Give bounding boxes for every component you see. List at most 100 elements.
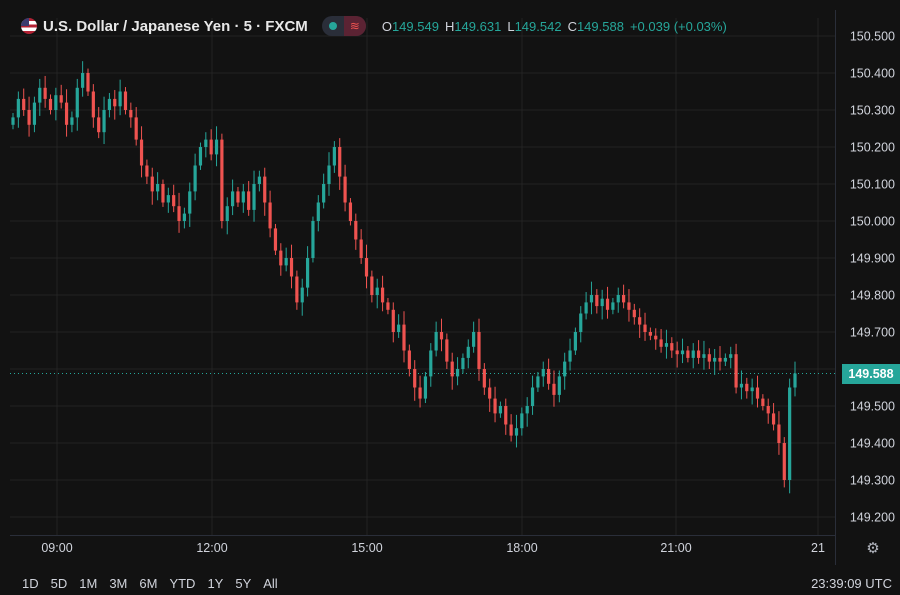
candle-body [27, 110, 31, 125]
us-flag-icon [21, 18, 37, 34]
candle-body [156, 184, 160, 192]
y-tick-label: 149.700 [850, 326, 895, 340]
indicator-toggle[interactable]: ≋ [321, 16, 366, 36]
chart-header: U.S. Dollar / Japanese Yen · 5 · FXCM ≋ … [0, 8, 727, 44]
candle-body [402, 324, 406, 351]
x-tick-label: 15:00 [351, 541, 382, 555]
candle-body [166, 195, 170, 203]
x-tick-label: 09:00 [41, 541, 72, 555]
range-5y[interactable]: 5Y [235, 576, 252, 591]
range-3m[interactable]: 3M [109, 576, 128, 591]
ohlc-low-value: 149.542 [514, 18, 562, 34]
candle-body [81, 73, 85, 88]
candle-body [348, 202, 353, 221]
candle-body [525, 406, 529, 414]
candle-body [418, 387, 422, 399]
status-dot-icon [322, 16, 344, 36]
candle-body [407, 350, 411, 369]
candle-body [627, 302, 631, 310]
candle-body [573, 332, 577, 351]
candle-body [75, 87, 79, 118]
candle-body [557, 376, 561, 395]
candle-body [761, 398, 765, 406]
candle-body [311, 221, 315, 258]
candle-body [204, 139, 208, 147]
candle-body [113, 98, 117, 107]
candle-body [11, 117, 15, 125]
ohlc-high-value: 149.631 [454, 18, 502, 34]
candle-body [70, 117, 74, 125]
candle-body [91, 91, 95, 118]
candle-body [241, 191, 245, 203]
candle-body [455, 369, 460, 377]
candle-body [595, 295, 599, 307]
chart-grid [10, 10, 836, 565]
candle-body [123, 91, 128, 110]
candle-body [563, 361, 567, 377]
candle-body [161, 184, 165, 203]
y-tick-label: 150.300 [850, 104, 895, 118]
candle-body [777, 424, 781, 443]
candle-body [654, 335, 658, 340]
candle-body [514, 428, 519, 436]
candle-body [509, 424, 513, 436]
price-axis: 150.500 150.400 150.300 150.200 150.100 150.0… [850, 30, 895, 525]
candle-body [22, 98, 26, 110]
candle-body [263, 176, 267, 203]
ohlc-readout: O149.549 H149.631 L149.542 C149.588 +0.0… [382, 19, 727, 34]
y-tick-label: 149.300 [850, 474, 895, 488]
candle-body [198, 147, 203, 166]
candle-body [638, 317, 642, 325]
candle-body [327, 165, 331, 184]
candle-body [322, 184, 326, 203]
candle-body [745, 383, 749, 392]
symbol-title[interactable]: U.S. Dollar / Japanese Yen · 5 · FXCM [43, 17, 308, 35]
range-5d[interactable]: 5D [50, 576, 68, 591]
candle-body [225, 206, 229, 221]
candle-body [375, 287, 379, 295]
candle-body [648, 332, 652, 336]
wave-icon: ≋ [343, 16, 366, 36]
x-tick-label: 18:00 [506, 541, 537, 555]
range-6m[interactable]: 6M [139, 576, 158, 591]
candle-body [696, 350, 701, 358]
range-1y[interactable]: 1Y [207, 576, 224, 591]
candle-body [434, 332, 438, 351]
range-all[interactable]: All [263, 576, 278, 591]
candle-body [273, 228, 278, 251]
candle-body [552, 383, 556, 395]
candle-body [54, 95, 58, 110]
range-ytd[interactable]: YTD [169, 576, 196, 591]
time-axis: 09:00 12:00 15:00 18:00 21:00 21 [41, 541, 825, 555]
candle-body [279, 250, 283, 266]
utc-clock: 23:39:09 UTC [811, 576, 892, 591]
x-tick-label: 12:00 [196, 541, 227, 555]
candle-body [488, 387, 492, 399]
candle-body [209, 139, 213, 155]
candle-body [177, 206, 181, 221]
candle-body [707, 354, 711, 362]
candle-body [466, 346, 470, 358]
candle-body [766, 406, 770, 414]
candle-body [252, 184, 256, 210]
candle-body [611, 302, 615, 310]
candle-body [97, 117, 101, 133]
ohlc-close-key: C [567, 18, 577, 34]
candle-body [316, 202, 320, 221]
candle-body [723, 357, 727, 362]
candle-body [43, 87, 47, 99]
candle-body [659, 339, 663, 347]
settings-icon[interactable]: ⚙ [866, 540, 880, 557]
range-1d[interactable]: 1D [22, 576, 39, 591]
range-1m[interactable]: 1M [79, 576, 98, 591]
y-tick-label: 150.500 [850, 30, 895, 44]
candle-body [750, 387, 754, 392]
ohlc-open-key: O [381, 18, 392, 34]
candle-body [300, 287, 304, 303]
candle-body [643, 324, 647, 332]
candle-body [338, 147, 342, 177]
candle-body [380, 287, 385, 303]
candle-body [675, 350, 679, 355]
candle-body [188, 191, 192, 214]
